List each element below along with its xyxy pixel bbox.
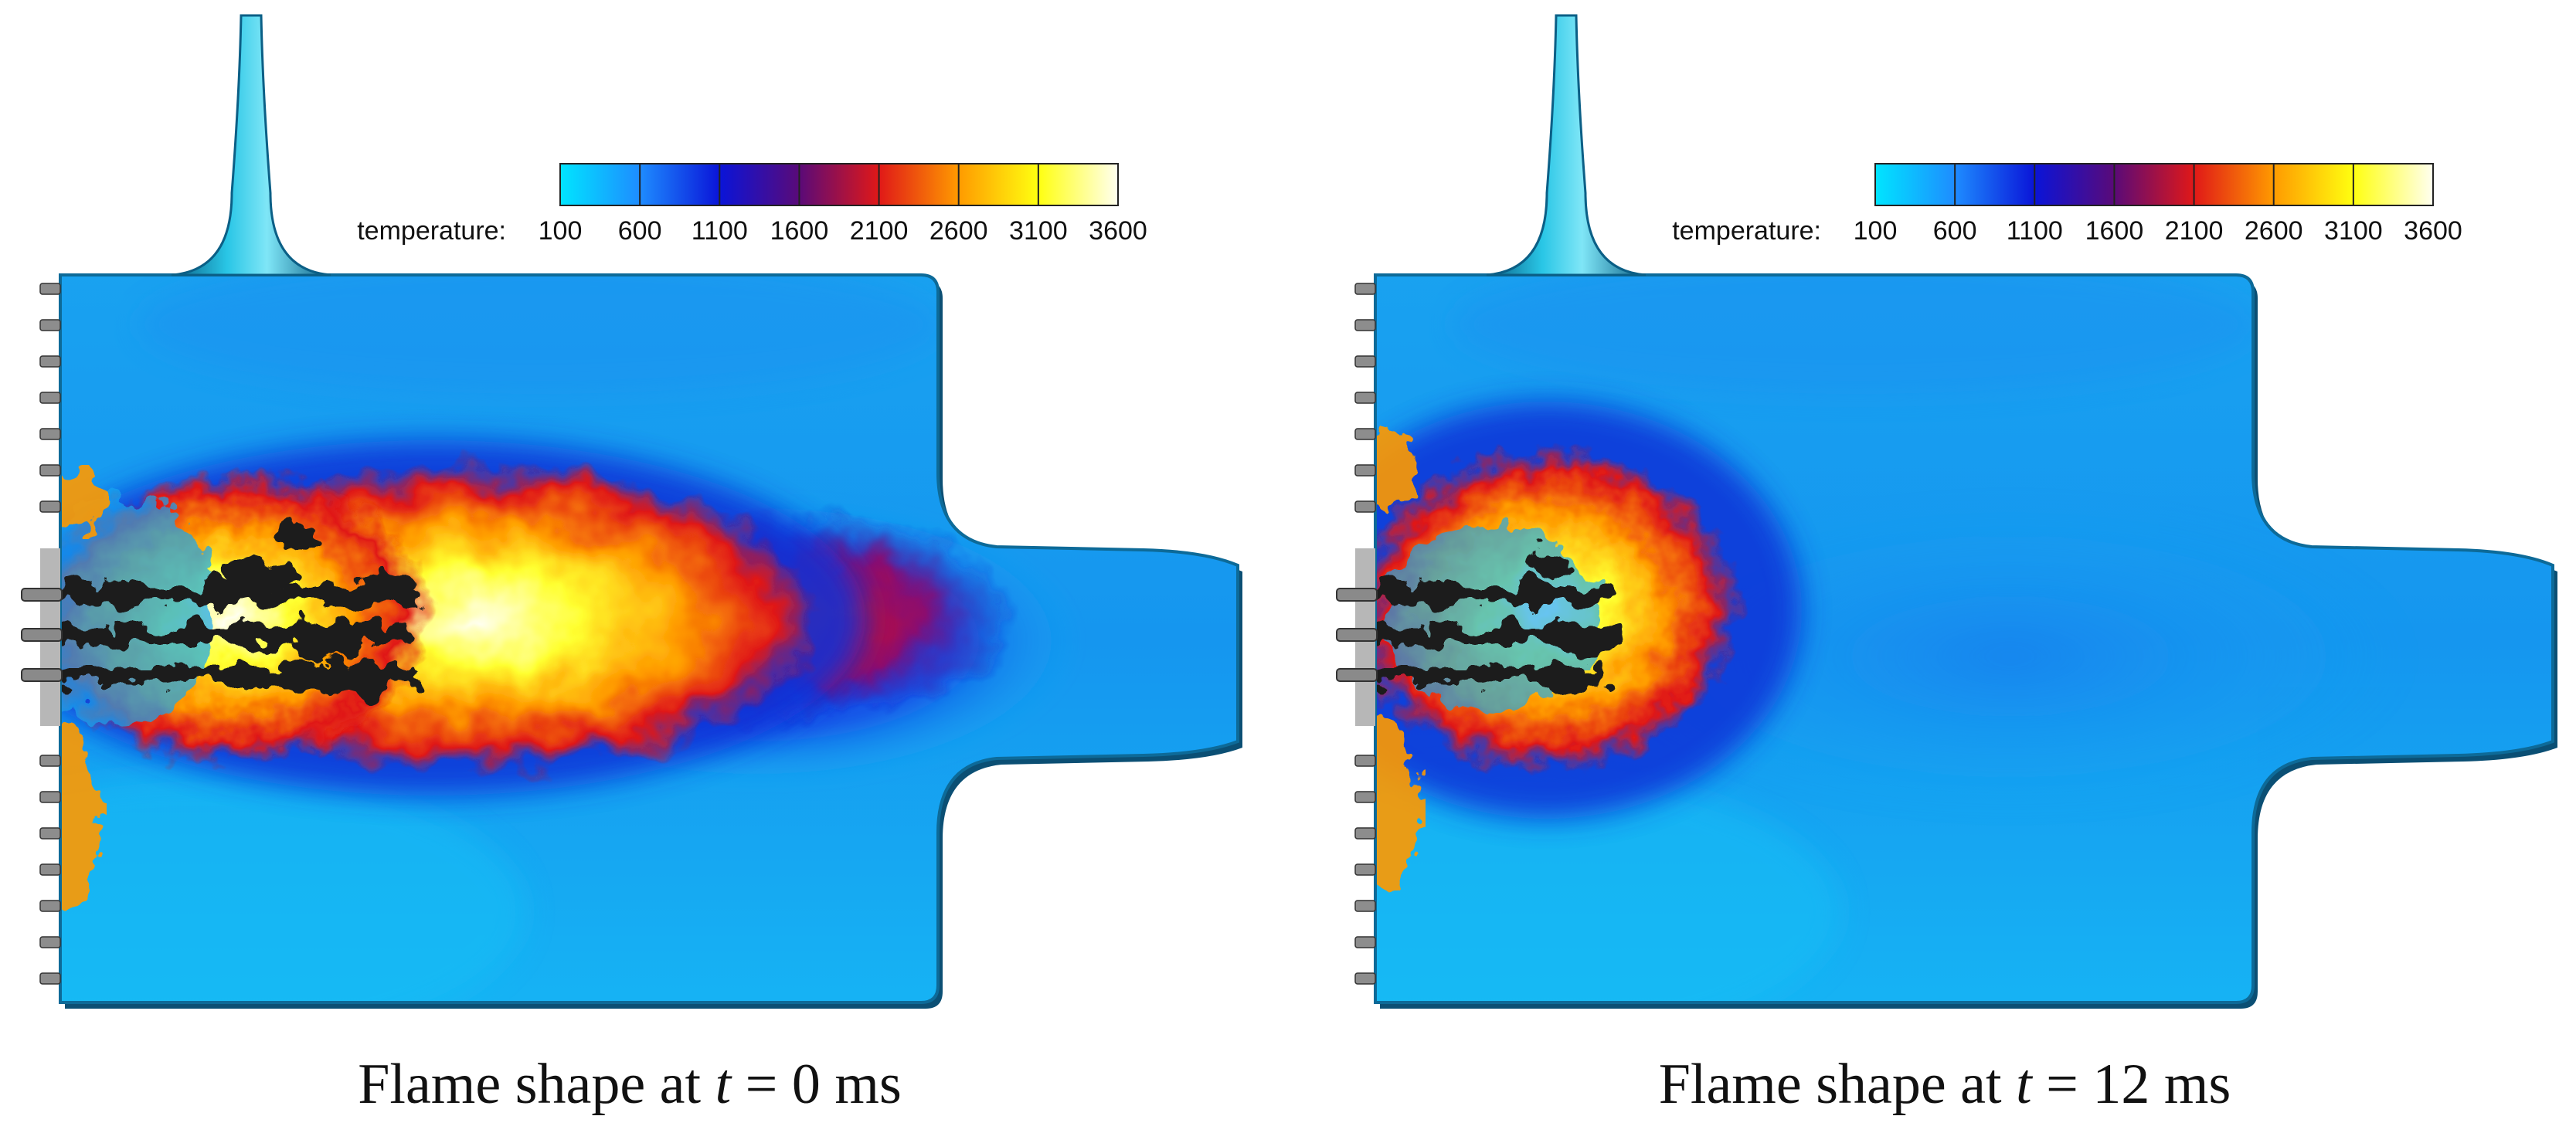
colorbar-tick-label: 3600 — [2404, 216, 2462, 246]
wall-stud — [1354, 319, 1376, 331]
injector-pin — [21, 588, 63, 602]
injector-pin — [1336, 668, 1378, 682]
panel-caption: Flame shape at t = 0 ms — [358, 1053, 902, 1116]
colorbar-tick-label: 2600 — [929, 216, 988, 246]
wall-stud — [39, 500, 61, 513]
soot-jets — [60, 525, 416, 698]
colorbar-tick-label: 3100 — [1009, 216, 1068, 246]
injector-pin — [21, 668, 63, 682]
colorbar-tick-label: 1600 — [2085, 216, 2144, 246]
inlet-tube — [1486, 14, 1647, 276]
injector-pin — [1336, 628, 1378, 642]
wall-stud — [39, 827, 61, 840]
wall-stud — [1354, 827, 1376, 840]
injector-pin — [21, 628, 63, 642]
wall-stud — [1354, 863, 1376, 876]
panel-caption: Flame shape at t = 12 ms — [1659, 1053, 2231, 1116]
chamber-outline — [59, 273, 1239, 1004]
wall-stud — [1354, 972, 1376, 985]
colorbar-tick-label: 100 — [539, 216, 583, 246]
wall-stud — [39, 392, 61, 404]
temperature-colorbar: temperature: 100 600 1100 1600 2100 2600 3100 36… — [1672, 163, 2462, 246]
wall-stud — [39, 972, 61, 985]
wall-stud — [39, 900, 61, 912]
caption-prefix: Flame shape at — [358, 1053, 715, 1116]
colorbar-tick-label: 2100 — [2165, 216, 2224, 246]
soot-jets — [1375, 548, 1619, 694]
colorbar-title: temperature: — [357, 216, 506, 246]
temperature-field — [60, 275, 1238, 1002]
temperature-colorbar: temperature: 100 600 1100 1600 2100 2600 3100 36… — [357, 163, 1147, 246]
wall-stud — [1354, 900, 1376, 912]
wall-stud — [39, 936, 61, 948]
wall-stud — [39, 283, 61, 295]
wall-stud — [1354, 791, 1376, 803]
colorbar-tick-label: 3100 — [2324, 216, 2383, 246]
caption-time: = 12 ms — [2032, 1053, 2231, 1116]
colorbar-tick-label: 600 — [618, 216, 662, 246]
wall-stud — [39, 791, 61, 803]
inlet-tube — [171, 14, 331, 276]
wall-stud — [1354, 392, 1376, 404]
colorbar-tick-label: 2600 — [2245, 216, 2303, 246]
wall-stud — [39, 464, 61, 477]
colorbar-tick-label: 2100 — [850, 216, 909, 246]
panel-t0: temperature: 100 600 1100 1600 2100 2600 3100 36… — [21, 14, 1242, 1116]
colorbar-tick-label: 3600 — [1089, 216, 1147, 246]
caption-variable: t — [715, 1053, 733, 1116]
wall-stud — [39, 863, 61, 876]
wall-stud — [1354, 936, 1376, 948]
colorbar-tick-label: 1600 — [770, 216, 829, 246]
colorbar-tick-label: 100 — [1854, 216, 1898, 246]
wall-stud — [1354, 500, 1376, 513]
wall-stud — [1354, 283, 1376, 295]
wall-stud — [39, 319, 61, 331]
caption-time: = 0 ms — [731, 1053, 902, 1116]
colorbar-tick-label: 1100 — [692, 216, 748, 246]
wall-stud — [39, 428, 61, 440]
wall-stud — [1354, 428, 1376, 440]
panel-t12: temperature: 100 600 1100 1600 2100 2600 3100 36… — [1336, 14, 2557, 1116]
wall-stud — [1354, 464, 1376, 477]
colorbar-title: temperature: — [1672, 216, 1821, 246]
wall-stud — [39, 755, 61, 767]
caption-variable: t — [2016, 1053, 2034, 1116]
chamber-outline — [1374, 273, 2554, 1004]
wall-stud — [39, 355, 61, 368]
colorbar-tick-label: 1100 — [2007, 216, 2063, 246]
injector-pin — [1336, 588, 1378, 602]
wall-stud — [1354, 755, 1376, 767]
colorbar-gradient — [1874, 163, 2434, 206]
temperature-field — [1375, 275, 2553, 1002]
wall-stud — [1354, 355, 1376, 368]
caption-prefix: Flame shape at — [1659, 1053, 2016, 1116]
colorbar-tick-label: 600 — [1933, 216, 1977, 246]
colorbar-gradient — [559, 163, 1119, 206]
